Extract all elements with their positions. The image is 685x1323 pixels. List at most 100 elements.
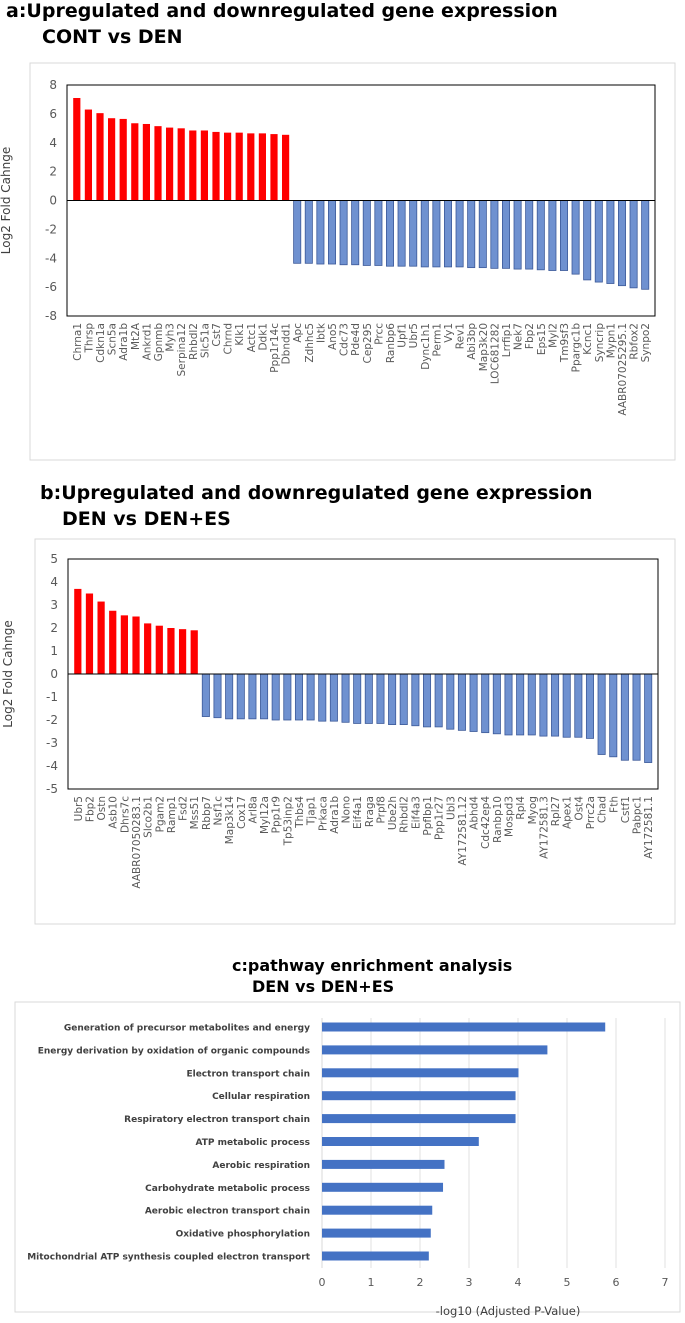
chart-b-bar-Ubr5 [74,588,82,674]
chart-a-x-tick-label: Lrrfip1 [501,323,513,357]
chart-b-x-tick-label: Cox17 [236,796,248,829]
chart-a-y-tick-label: 0 [49,194,57,208]
chart-a-bar-LOC681282 [490,200,499,269]
chart-a-x-tick-label: Dbndd1 [281,323,293,364]
chart-b-bar-Asb10 [109,610,117,674]
chart-b-bar-Ppp1r27 [434,673,443,728]
chart-b-bar-Rpl27 [551,673,560,737]
chart-b-bar-Cox17 [236,673,245,720]
chart-a-x-tick-label: Ano5 [327,323,339,350]
chart-a-bar-Myh3 [166,127,174,201]
chart-a-bar-Nek7 [513,200,522,270]
chart-a-y-tick-label: -8 [45,309,57,323]
chart-a-bar-Scn5a [108,118,116,201]
chart-b-x-tick-label: Rraga [364,796,376,827]
chart-b-x-tick-label: Ubr5 [73,796,85,821]
chart-b-bar-Cstf1 [620,673,629,761]
chart-b-x-tick-label: AY172581.3 [538,796,550,859]
chart-b-bar-Myog [527,673,536,736]
chart-b-bar-Ubl3 [446,673,455,730]
chart-a-x-tick-label: Actc1 [246,323,258,352]
chart-b-x-tick-label: Ramp1 [166,796,178,833]
chart-b-bar-Nono [341,673,350,723]
chart-a-bar-Gpnmb [154,126,162,201]
chart-b-x-tick-label: Adra1b [329,796,341,834]
chart-b-bar-AY172581.1 [644,673,653,763]
chart-b-bar-Fbp2 [85,593,94,674]
chart-a-bar-Cep295 [362,200,371,266]
chart-b-bar-Ostn [97,601,105,674]
chart-c-x-tick-label: 1 [368,1276,375,1289]
chart-b-bar-Slco2b1 [144,623,152,674]
chart-b-x-tick-label: Mospd3 [504,796,516,837]
chart-b-y-tick-label: 4 [50,575,58,589]
chart-c-category-label: Energy derivation by oxidation of organi… [38,1046,310,1056]
chart-a-bar-Prcc [374,200,383,266]
chart-a-y-tick-label: 6 [49,107,57,121]
chart-b-bar-Ramp1 [167,628,175,674]
chart-a-x-tick-label: Mypn1 [605,323,617,358]
chart-b-bar-Rpl4 [516,673,525,736]
chart-b-bar-Chad [597,673,606,755]
chart-c-category-label: Generation of precursor metabolites and … [64,1024,310,1034]
chart-a-x-tick-label: Ddk1 [257,323,269,351]
chart-b-bar-Rhbdl2 [399,673,408,725]
chart-a-bar-Fbp2 [525,200,534,270]
chart-b-bar-Map3k14 [225,673,234,720]
chart-b-x-tick-label: Eif4a3 [410,796,422,829]
chart-b-bar-Eif4a3 [411,673,420,727]
chart-a-bar-Tm9sf3 [560,200,568,271]
chart-c-bar-8 [322,1182,444,1192]
chart-b-x-tick-label: Mss51 [189,796,201,829]
chart-b-bar-Pabpc1 [632,673,641,761]
chart-b-y-tick-label: -1 [46,690,58,704]
chart-a-bar-Mt2A [131,123,139,201]
chart-a-bar-Cdc73 [339,200,348,266]
chart-a-bar-Ibtk [316,200,325,265]
chart-b-x-tick-label: Prpf8 [375,796,387,824]
chart-a-bar-Ano5 [328,200,336,265]
chart-c-category-label: Electron transport chain [186,1069,310,1079]
chart-a-bar-Synpo2 [641,200,650,290]
chart-b-x-tick-label: Ube2h [387,796,399,830]
chart-b-x-tick-label: Ppp1r27 [434,796,446,840]
chart-b-bar-Arl8a [248,673,257,720]
chart-a-bar-Dbndd1 [282,134,290,201]
chart-a-y-axis-label: Log2 Fold Cahnge [0,147,13,254]
chart-b-x-tick-label: Prkaca [317,796,329,831]
chart-b-bar-AY172581.3 [539,673,548,737]
chart-b-x-tick-label: Rbbp7 [201,796,213,830]
chart-c-bar-11 [322,1251,429,1261]
chart-c-bar-5 [322,1114,516,1124]
chart-a-x-tick-label: Pde4d [350,323,362,356]
chart-b-x-tick-label: Abhd4 [469,796,481,830]
chart-a-x-tick-label: Ppp1r14c [269,323,281,373]
chart-b-y-tick-label: 2 [50,621,58,635]
chart-b-bar-Fth [609,673,618,758]
chart-a-x-tick-label: Vy1 [443,323,455,343]
chart-b-x-tick-label: Prrc2a [585,796,597,829]
chart-a-x-tick-label: Ppargc1b [571,323,583,373]
chart-a-bar-Kcnc1 [583,200,592,281]
chart-b-y-tick-label: 0 [50,667,58,681]
chart-c-bar-7 [322,1159,445,1169]
chart-c-x-tick-label: 3 [466,1276,473,1289]
chart-b-x-tick-label: Tp53inp2 [282,796,294,846]
chart-c-x-tick-label: 6 [613,1276,620,1289]
chart-a-x-tick-label: Eps15 [536,323,548,355]
chart-a-y-tick-label: 2 [49,165,57,179]
chart-b-x-tick-label: Nono [341,796,353,823]
chart-c-bar-3 [322,1068,519,1078]
chart-a-bar-Ppp1r14c [270,134,278,201]
chart-b-bar-Nsf1c [213,673,222,719]
chart-a-bar-Ranbp6 [386,200,394,267]
chart-b-x-tick-label: Thbs4 [294,796,306,829]
chart-a-x-tick-label: Map3k20 [478,323,490,371]
chart-b-x-tick-label: Slco2b1 [143,796,155,838]
chart-b-x-tick-label: Rpl4 [515,796,527,820]
chart-b-x-tick-label: Ranbp10 [492,796,504,843]
chart-c-bar-6 [322,1137,479,1146]
chart-a-bar-Upf1 [397,200,406,267]
chart-b-bar-Fsd2 [178,629,187,674]
chart-c-category-label: Mitochondrial ATP synthesis coupled elec… [27,1253,310,1263]
